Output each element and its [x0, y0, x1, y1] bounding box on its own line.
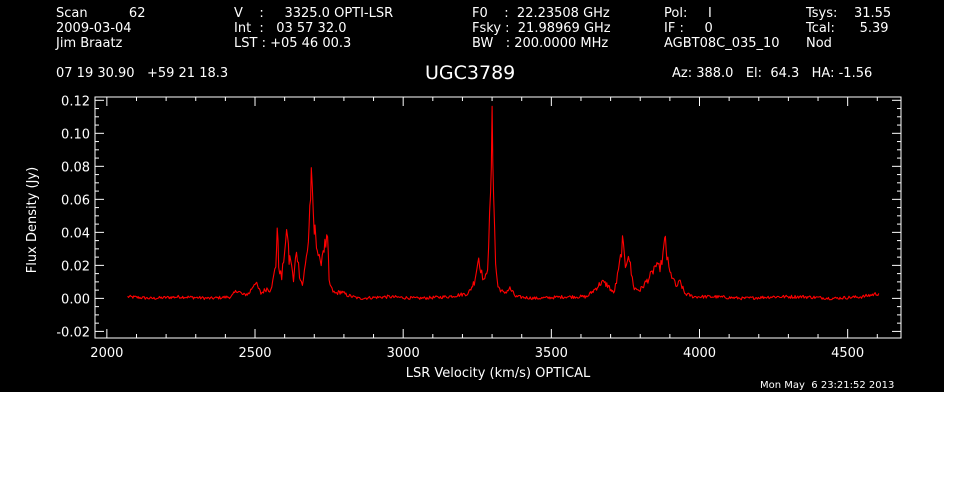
- x-tick-label: 3500: [535, 346, 568, 361]
- tcal-label: Tcal: 5.39: [806, 21, 889, 36]
- if-label: IF : 0: [664, 21, 713, 36]
- x-axis: 2000 2500 3000 3500 4000 4500: [90, 97, 878, 361]
- date-label: 2009-03-04: [56, 21, 132, 36]
- fsky-label: Fsky : 21.98969 GHz: [472, 21, 611, 36]
- plot-window: Scan 62 2009-03-04 Jim Braatz V : 3325.0…: [0, 0, 944, 392]
- project-label: AGBT08C_035_10: [664, 36, 780, 51]
- tsys-label: Tsys: 31.55: [806, 6, 892, 21]
- y-axis: -0.02 0.00 0.02 0.04 0.06 0.08 0.10 0.12: [56, 94, 901, 340]
- y-tick-label: 0.02: [61, 259, 90, 274]
- plot-frame: [94, 96, 902, 339]
- pol-label: Pol: I: [664, 6, 712, 21]
- mode-label: Nod: [806, 36, 832, 51]
- coordinates-label: 07 19 30.90 +59 21 18.3: [56, 66, 229, 81]
- x-tick-label: 3000: [387, 346, 420, 361]
- pointing-label: Az: 388.0 El: 64.3 HA: -1.56: [672, 66, 873, 81]
- y-tick-label: 0.12: [61, 94, 90, 109]
- lst-label: LST : +05 46 00.3: [234, 36, 352, 51]
- y-tick-label: 0.10: [61, 127, 90, 142]
- y-axis-label: Flux Density (Jy): [25, 167, 40, 273]
- integration-label: Int : 03 57 32.0: [234, 21, 347, 36]
- series-group: [127, 105, 880, 301]
- x-tick-label: 2000: [90, 346, 123, 361]
- y-tick-label: 0.06: [61, 193, 90, 208]
- y-tick-label: 0.04: [61, 226, 90, 241]
- x-tick-label: 4000: [683, 346, 716, 361]
- y-tick-label: 0.00: [61, 292, 90, 307]
- x-axis-label: LSR Velocity (km/s) OPTICAL: [406, 366, 591, 381]
- f0-label: F0 : 22.23508 GHz: [472, 6, 610, 21]
- velocity-label: V : 3325.0 OPTI-LSR: [234, 6, 394, 21]
- x-tick-label: 4500: [831, 346, 864, 361]
- bandwidth-label: BW : 200.0000 MHz: [472, 36, 609, 51]
- scan-label: Scan 62: [56, 6, 146, 21]
- spectrum-chart: 2000 2500 3000 3500 4000 4500 -0.02 0.00 0.02 0.…: [25, 94, 902, 381]
- timestamp-label: Mon May 6 23:21:52 2013: [760, 380, 895, 391]
- y-tick-label: 0.08: [61, 160, 90, 175]
- x-tick-label: 2500: [238, 346, 271, 361]
- y-tick-label: -0.02: [56, 325, 90, 340]
- observer-label: Jim Braatz: [56, 36, 123, 51]
- spectrum-series-line: [127, 105, 880, 301]
- source-title: UGC3789: [425, 62, 516, 84]
